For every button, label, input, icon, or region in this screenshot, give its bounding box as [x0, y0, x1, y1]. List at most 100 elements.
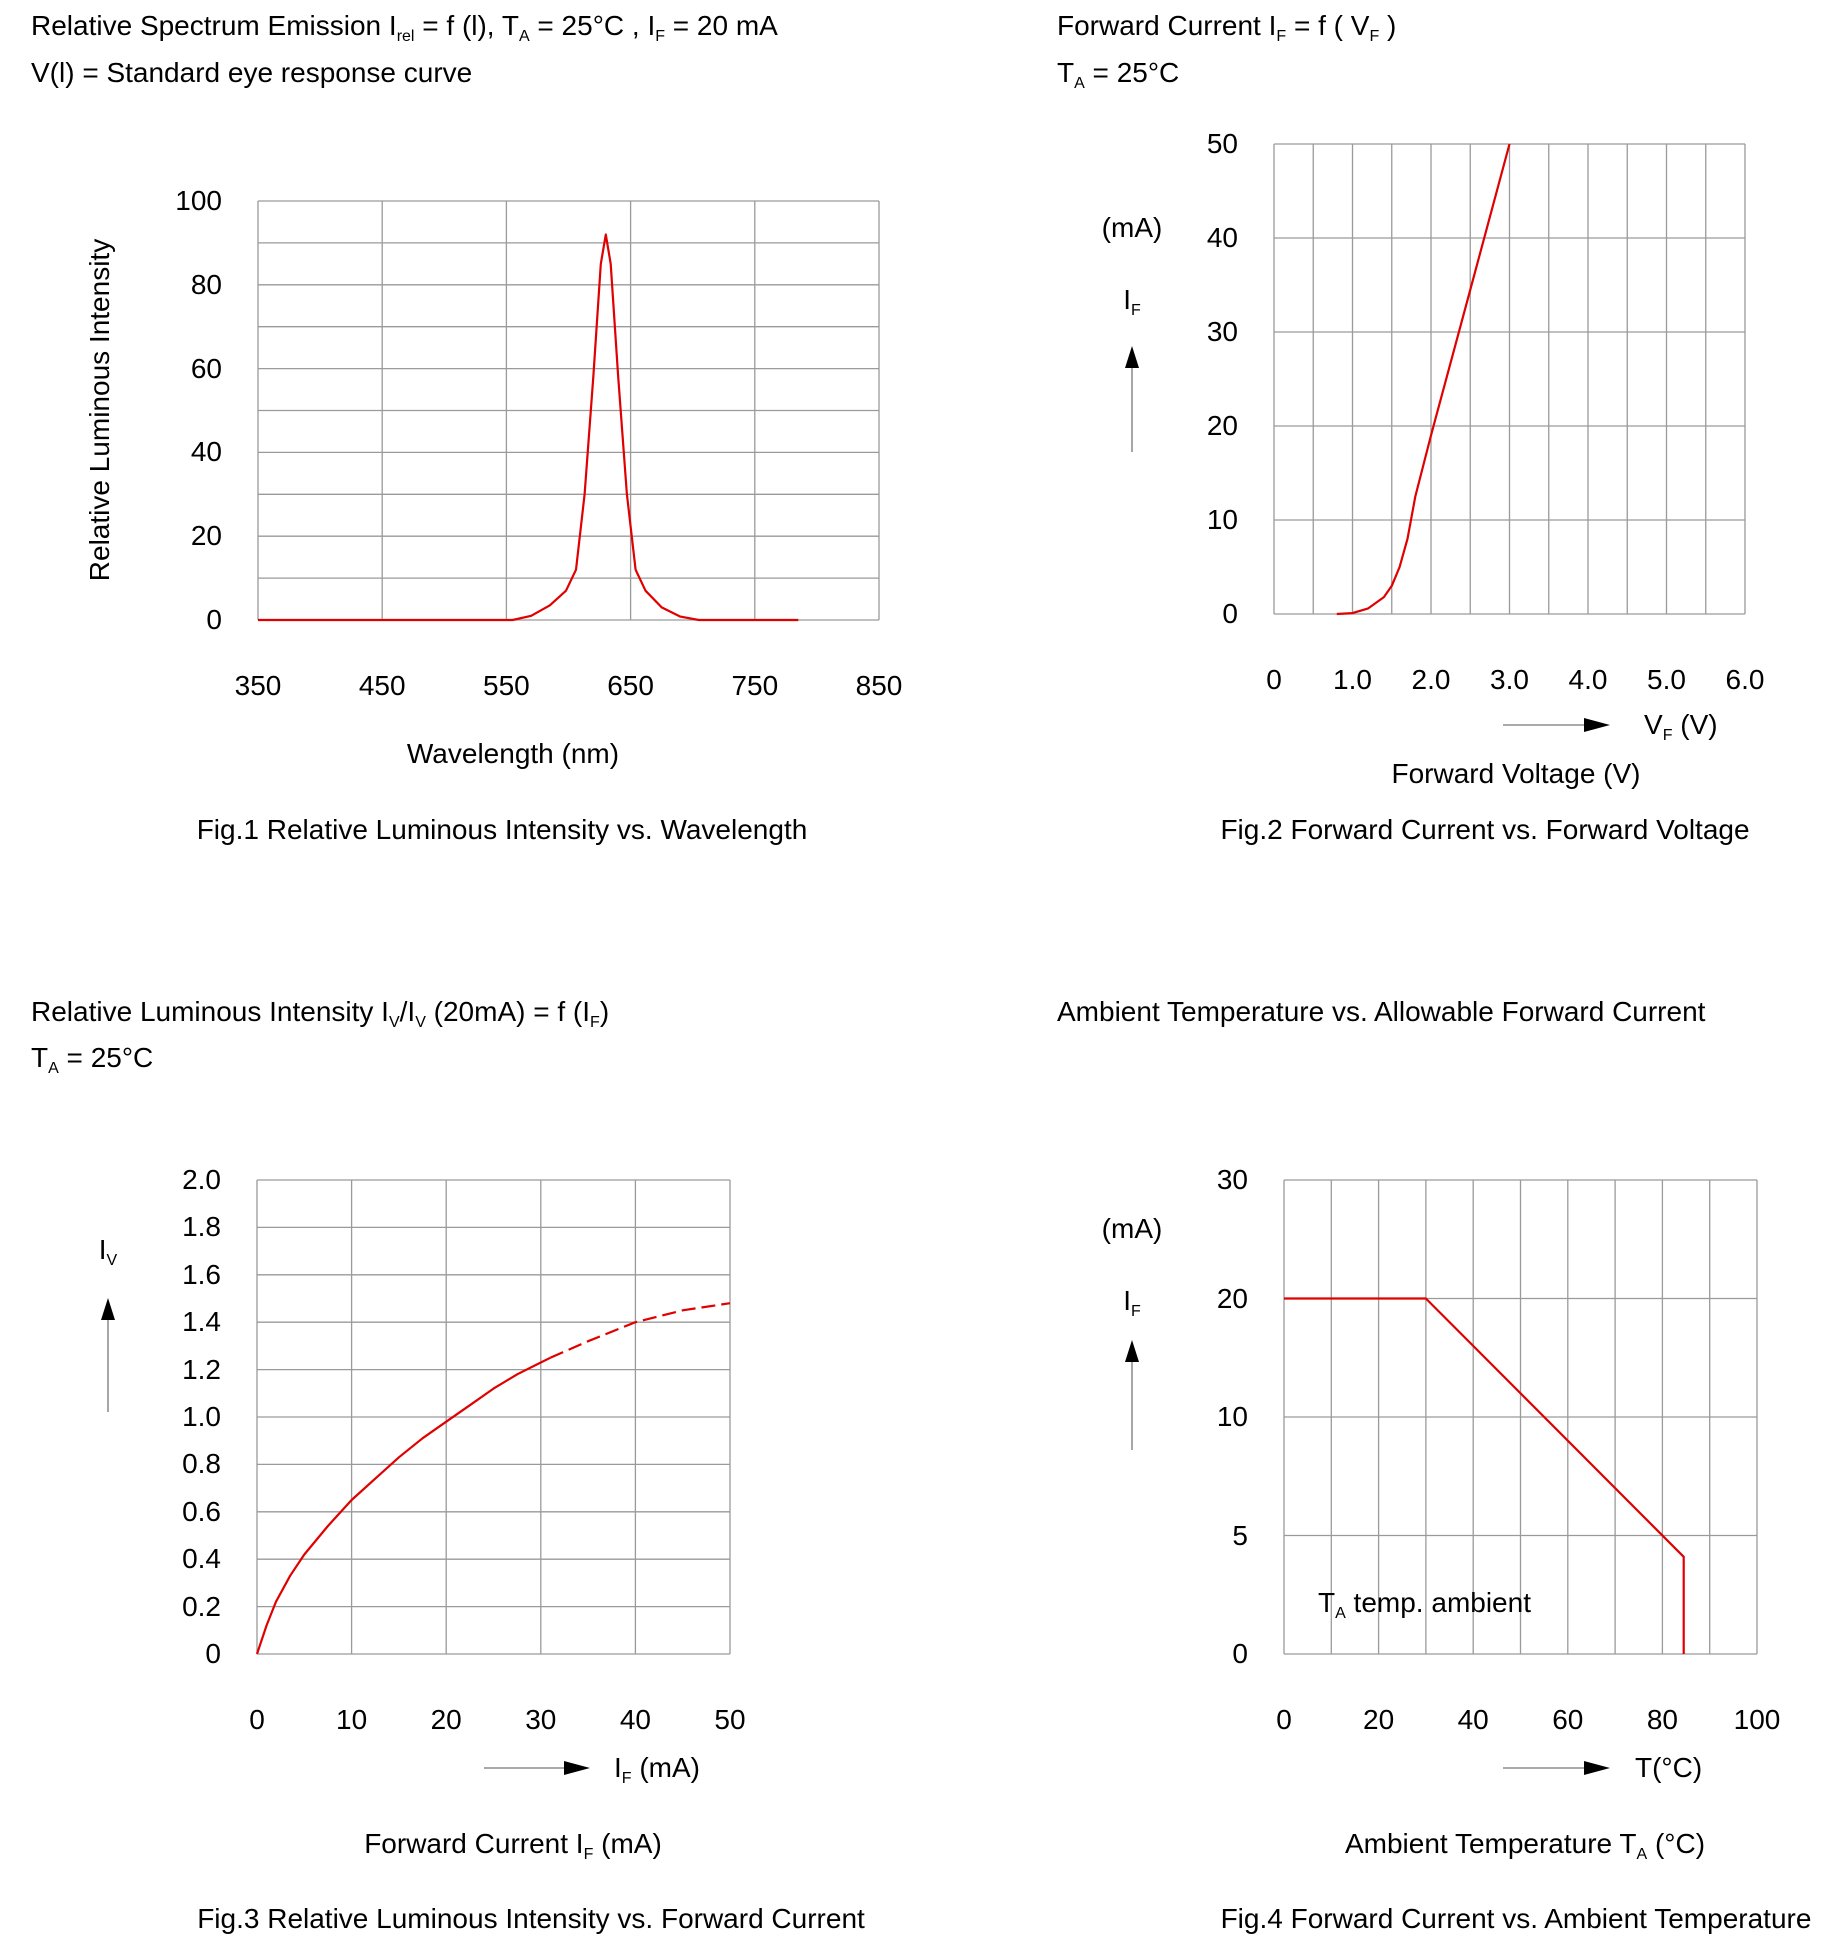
y-tick-label: 0: [1232, 1638, 1248, 1669]
x-tick-label: 6.0: [1725, 664, 1765, 695]
data-series-spectrum: [258, 233, 799, 622]
subscript: F: [1662, 727, 1673, 744]
subscript: rel: [396, 28, 415, 45]
fig4-title: Ambient Temperature vs. Allowable Forwar…: [1057, 998, 1705, 1026]
text-segment: (V): [1672, 709, 1718, 740]
y-tick-label: 20: [190, 520, 222, 552]
fig3-y-symbol: IV: [98, 1234, 117, 1269]
text-segment: I: [1123, 284, 1131, 315]
x-tick-label: 550: [483, 670, 530, 701]
y-tick-label: 80: [190, 268, 222, 300]
y-tick-label: 1.6: [182, 1258, 221, 1290]
fig4-x-axis-label: Ambient Temperature TA (°C): [1345, 1830, 1705, 1863]
subscript: V: [388, 1014, 400, 1031]
text-segment: Forward Voltage (V): [1391, 758, 1641, 789]
fig1-caption: Fig.1 Relative Luminous Intensity vs. Wa…: [197, 816, 808, 844]
text-segment: Wavelength (nm): [406, 738, 620, 769]
subscript: V: [106, 1252, 118, 1269]
text-segment: /I: [399, 996, 416, 1027]
text-segment: Relative Luminous Intensity I: [31, 996, 389, 1027]
y-tick-label: 1.8: [182, 1211, 221, 1243]
y-tick-label: 0: [205, 1638, 221, 1669]
data-series-measured: [255, 1356, 551, 1655]
y-tick-label: 30: [1206, 316, 1238, 347]
fig3-x-axis-label: Forward Current IF (mA): [364, 1828, 662, 1863]
fig3-y-arrow-icon: [101, 1298, 115, 1320]
fig2-y-arrow-icon: [1125, 346, 1139, 368]
y-tick-label: 5: [1232, 1519, 1248, 1551]
fig2-subtitle: TA = 25°C: [1057, 57, 1180, 92]
subscript: A: [1335, 1605, 1346, 1622]
x-tick-label: 10: [336, 1704, 368, 1735]
y-tick-label: 30: [1216, 1164, 1248, 1195]
subscript: A: [1074, 75, 1085, 92]
text-segment: (mA): [631, 1752, 700, 1783]
y-tick-label: 0.2: [182, 1590, 221, 1622]
y-tick-label: 20: [1216, 1282, 1248, 1314]
x-tick-label: 40: [1457, 1704, 1489, 1735]
fig2-caption: Fig.2 Forward Current vs. Forward Voltag…: [1220, 816, 1749, 844]
x-tick-label: 40: [619, 1704, 651, 1735]
text-segment: ): [599, 996, 610, 1027]
text-segment: T: [1057, 57, 1075, 88]
subscript: F: [1131, 302, 1141, 319]
text-segment: = 25°C: [1084, 57, 1180, 88]
x-tick-label: 30: [525, 1704, 557, 1735]
text-segment: (mA): [593, 1828, 662, 1859]
y-tick-label: 20: [1206, 410, 1238, 441]
y-tick-label: 0: [1222, 598, 1238, 629]
subscript: A: [1636, 1846, 1648, 1863]
text-segment: Forward Current I: [364, 1828, 584, 1859]
x-tick-label: 350: [234, 670, 282, 701]
text-segment: (20mA) = f (I: [425, 996, 591, 1027]
text-segment: = 25°C , I: [529, 10, 656, 41]
y-tick-label: 0.6: [182, 1495, 221, 1527]
x-tick-label: 0: [249, 1704, 265, 1735]
text-segment: I: [98, 1234, 107, 1265]
text-segment: temp. ambient: [1345, 1587, 1531, 1618]
text-segment: = f (l), T: [414, 10, 519, 41]
data-series-extrapolated: [549, 1302, 731, 1359]
text-segment: ): [1379, 10, 1397, 41]
fig3-x-arrow-icon: [564, 1761, 590, 1775]
subscript: A: [518, 28, 530, 45]
y-tick-label: 40: [1206, 222, 1238, 253]
subscript: F: [655, 28, 666, 45]
subscript: F: [1276, 28, 1287, 45]
fig2-x-arrow-icon: [1584, 718, 1610, 732]
x-tick-label: 50: [714, 1704, 746, 1735]
y-tick-label: 40: [190, 436, 222, 468]
text-segment: T: [1318, 1587, 1336, 1618]
fig1-y-axis-label: Relative Luminous Intensity: [84, 238, 115, 582]
fig1-subtitle: V(l) = Standard eye response curve: [31, 59, 472, 87]
fig2-y-symbol: IF: [1123, 284, 1141, 319]
subscript: V: [415, 1014, 426, 1031]
y-tick-label: 0.4: [182, 1543, 221, 1575]
subscript: F: [583, 1846, 594, 1863]
x-tick-label: 750: [731, 670, 779, 701]
x-tick-label: 650: [607, 670, 654, 701]
y-tick-label: 1.4: [182, 1306, 221, 1338]
data-series-if: [1336, 143, 1511, 616]
text-segment: = 25°C: [58, 1042, 154, 1073]
subscript: F: [590, 1014, 600, 1031]
y-tick-label: 50: [1206, 128, 1238, 159]
fig4-x-symbol: T(°C): [1635, 1754, 1702, 1782]
text-segment: I: [614, 1752, 622, 1783]
fig3-subtitle: TA = 25°C: [31, 1042, 154, 1077]
fig4-annotation: TA temp. ambient: [1318, 1587, 1531, 1622]
x-tick-label: 80: [1646, 1704, 1678, 1735]
fig3-caption: Fig.3 Relative Luminous Intensity vs. Fo…: [197, 1905, 865, 1933]
text-segment: (mA): [1101, 1213, 1163, 1244]
x-tick-label: 3.0: [1490, 664, 1529, 695]
text-segment: Relative Luminous Intensity: [84, 238, 115, 582]
y-tick-label: 60: [190, 352, 222, 384]
fig4-y-unit: (mA): [1102, 1215, 1163, 1243]
fig4-x-arrow-icon: [1584, 1761, 1610, 1775]
y-tick-label: 10: [1206, 504, 1238, 535]
y-tick-label: 2.0: [182, 1164, 221, 1195]
x-tick-label: 100: [1733, 1704, 1781, 1735]
fig4-y-symbol: IF: [1123, 1287, 1141, 1320]
fig2-title: Forward Current IF = f ( VF ): [1057, 10, 1397, 45]
